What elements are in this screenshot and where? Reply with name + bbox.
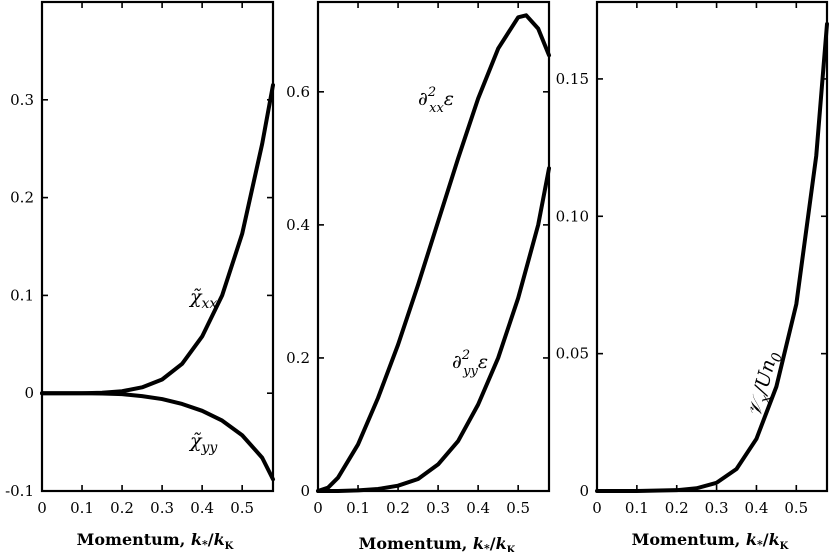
x-tick-label: 0.2 (110, 499, 134, 517)
panel-1: 0 0.1 0.2 0.3 0.4 0.5 -0.100.10.20.3 χ̃xx χ̃y… (5, 0, 275, 552)
label-vx-un0: 𝒱x/Un0 (744, 349, 787, 421)
x-tick-label: 0 (37, 499, 47, 517)
y-tick-label: 0 (300, 482, 310, 500)
x-tick-label: 0.4 (190, 499, 214, 517)
series-line-1 (595, 21, 829, 493)
panel-3: 0 0.1 0.2 0.3 0.4 0.5 0 0.05 0.10 0.15 𝒱x/Un0 Mo… (556, 0, 829, 552)
x-tick-label: 0.3 (426, 499, 450, 517)
panel-2-frame (316, 0, 551, 493)
panel-2-curves (316, 13, 551, 493)
panel-2: 0 0.1 0.2 0.3 0.4 0.5 00.20.40.6 ∂2 xxε ∂2 yyε … (286, 0, 551, 552)
panel-1-x-ticks: 0 0.1 0.2 0.3 0.4 0.5 (37, 2, 254, 517)
label-chi-xx: χ̃xx (188, 286, 217, 312)
x-tick-label: 0.2 (386, 499, 410, 517)
y-tick-label: -0.1 (5, 482, 34, 500)
x-tick-label: 0.5 (506, 499, 530, 517)
y-tick-label: 0.10 (556, 207, 589, 225)
x-tick-label: 0.3 (150, 499, 174, 517)
x-tick-label: 0 (313, 499, 323, 517)
y-tick-label: 0 (579, 482, 589, 500)
panel-2-y-ticks: 0 0.2 0.4 0.6 (286, 83, 549, 500)
series-line-2 (40, 391, 275, 482)
x-tick-label: 0.2 (665, 499, 689, 517)
panel-2-x-axis-title: Momentum, k*/kK (359, 534, 516, 552)
panel-1-frame (40, 0, 275, 493)
y-tick-label: 0 (24, 384, 34, 402)
x-tick-label: 0.1 (70, 499, 94, 517)
x-tick-label: 0.4 (466, 499, 490, 517)
label-chi-yy: χ̃yy (188, 430, 218, 456)
x-tick-label: 0.5 (230, 499, 254, 517)
x-tick-label: 0 (592, 499, 602, 517)
panel-2-x-ticks: 0 0.1 0.2 0.3 0.4 0.5 (313, 2, 530, 517)
series-line-1 (40, 83, 275, 396)
panel-3-curves (595, 21, 829, 493)
panel-1-x-axis-title: Momentum, k*/kK (77, 530, 234, 552)
series-line-2 (316, 166, 551, 493)
x-tick-label: 0.3 (705, 499, 729, 517)
panel-3-frame (595, 0, 829, 493)
y-tick-label: 0.05 (556, 345, 589, 363)
panel-1-y-ticks: -0.1 0 0.1 0.2 0.3 (5, 91, 273, 500)
x-tick-label: 0.5 (784, 499, 808, 517)
label-d2xx-eps: ∂2 xxε (418, 85, 454, 116)
panel-3-x-ticks: 0 0.1 0.2 0.3 0.4 0.5 (592, 2, 808, 517)
panel-3-y-ticks: 0 0.05 0.10 0.15 (556, 70, 827, 500)
y-tick-label: 0.2 (286, 349, 310, 367)
x-tick-label: 0.1 (346, 499, 370, 517)
label-d2yy-eps: ∂2 yyε (452, 348, 488, 379)
panel-1-curves (40, 83, 275, 482)
series-line-1 (316, 13, 551, 493)
panel-3-x-axis-title: Momentum, k*/kK (632, 530, 789, 552)
x-tick-label: 0.4 (745, 499, 769, 517)
y-tick-label: 0.6 (286, 83, 310, 101)
y-tick-label: 0.4 (286, 216, 310, 234)
x-tick-label: 0.1 (625, 499, 649, 517)
y-tick-label: 0.3 (10, 91, 34, 109)
y-tick-label: 0.15 (556, 70, 589, 88)
y-tick-label: 0.2 (10, 189, 34, 207)
y-tick-label: 0.1 (10, 286, 34, 304)
